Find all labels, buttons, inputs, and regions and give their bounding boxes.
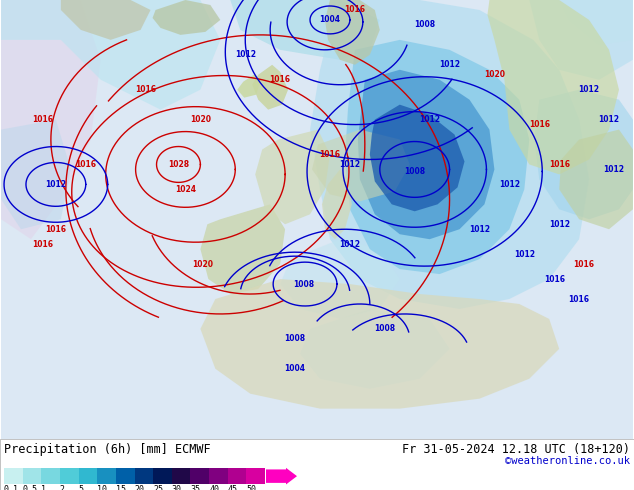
Bar [190,468,209,484]
Polygon shape [1,0,101,239]
Text: 1012: 1012 [579,85,600,94]
Bar [60,468,79,484]
Text: 1012: 1012 [548,220,570,229]
Text: 1012: 1012 [499,180,520,189]
Polygon shape [300,309,450,389]
Polygon shape [200,204,285,294]
Polygon shape [529,0,633,80]
Text: 5: 5 [79,485,84,490]
Text: 1016: 1016 [544,274,565,284]
Text: 1012: 1012 [235,50,256,59]
Polygon shape [358,70,495,239]
Text: 1016: 1016 [32,240,53,249]
Text: 1016: 1016 [344,5,365,15]
Polygon shape [559,0,633,45]
Bar [23,468,41,484]
Text: 1028: 1028 [168,160,189,169]
Text: 50: 50 [247,485,256,490]
Text: 1012: 1012 [339,240,360,249]
Text: 1016: 1016 [548,160,570,169]
Bar [79,468,97,484]
Text: 15: 15 [116,485,126,490]
Text: 25: 25 [153,485,163,490]
Polygon shape [370,105,465,211]
Text: 10: 10 [97,485,107,490]
Text: 20: 20 [134,485,145,490]
Polygon shape [230,0,380,60]
Text: 1012: 1012 [439,60,460,69]
Polygon shape [310,0,589,309]
Polygon shape [61,0,150,40]
Bar [153,468,172,484]
Polygon shape [312,129,410,201]
Text: 1020: 1020 [190,115,211,124]
Text: 1020: 1020 [484,70,505,79]
Polygon shape [280,239,399,319]
Text: 1024: 1024 [175,185,196,194]
Text: 1016: 1016 [569,294,590,303]
Polygon shape [322,170,352,239]
Text: 1008: 1008 [285,334,306,343]
Polygon shape [252,65,288,110]
Text: 45: 45 [228,485,238,490]
Text: 1008: 1008 [374,324,396,333]
Text: 1016: 1016 [529,120,550,129]
Text: 35: 35 [190,485,200,490]
Text: 1020: 1020 [192,260,213,269]
Text: 30: 30 [172,485,182,490]
Bar [247,468,265,484]
Text: Precipitation (6h) [mm] ECMWF: Precipitation (6h) [mm] ECMWF [4,442,210,456]
Text: 1008: 1008 [414,21,435,29]
Text: ©weatheronline.co.uk: ©weatheronline.co.uk [505,456,630,466]
Bar [228,468,247,484]
Polygon shape [1,120,71,229]
Text: 1012: 1012 [514,250,535,259]
Text: 1016: 1016 [320,150,340,159]
Text: 1012: 1012 [339,160,360,169]
Text: 1016: 1016 [75,160,96,169]
Polygon shape [200,279,559,409]
Text: 40: 40 [209,485,219,490]
Text: 1012: 1012 [598,115,619,124]
Text: 1012: 1012 [46,180,67,189]
Text: 1016: 1016 [135,85,156,94]
Text: 1004: 1004 [320,15,340,24]
Text: 0.5: 0.5 [23,485,37,490]
Bar [41,468,60,484]
Polygon shape [1,0,221,110]
Polygon shape [534,90,633,220]
Polygon shape [345,40,529,274]
Text: 1008: 1008 [294,280,314,289]
Text: 1016: 1016 [32,115,53,124]
FancyArrow shape [266,468,297,485]
Bar [97,468,116,484]
Text: 1: 1 [41,485,46,490]
Polygon shape [559,129,633,229]
Text: 1008: 1008 [404,167,425,176]
Text: 1004: 1004 [285,364,306,373]
Polygon shape [256,129,330,224]
Text: 1016: 1016 [269,75,290,84]
Text: Fr 31-05-2024 12.18 UTC (18+120): Fr 31-05-2024 12.18 UTC (18+120) [402,442,630,456]
Text: 1012: 1012 [604,165,624,174]
Bar [116,468,134,484]
Text: 0.1: 0.1 [4,485,19,490]
Polygon shape [488,0,619,174]
Bar [134,468,153,484]
Bar [209,468,228,484]
Bar [4,468,23,484]
Polygon shape [153,0,221,35]
Text: 1012: 1012 [419,115,440,124]
Text: 1016: 1016 [46,225,67,234]
Text: 1016: 1016 [574,260,595,269]
Bar [172,468,190,484]
Polygon shape [237,74,260,98]
Text: 1012: 1012 [469,225,490,234]
Polygon shape [325,0,380,65]
Text: 2: 2 [60,485,65,490]
